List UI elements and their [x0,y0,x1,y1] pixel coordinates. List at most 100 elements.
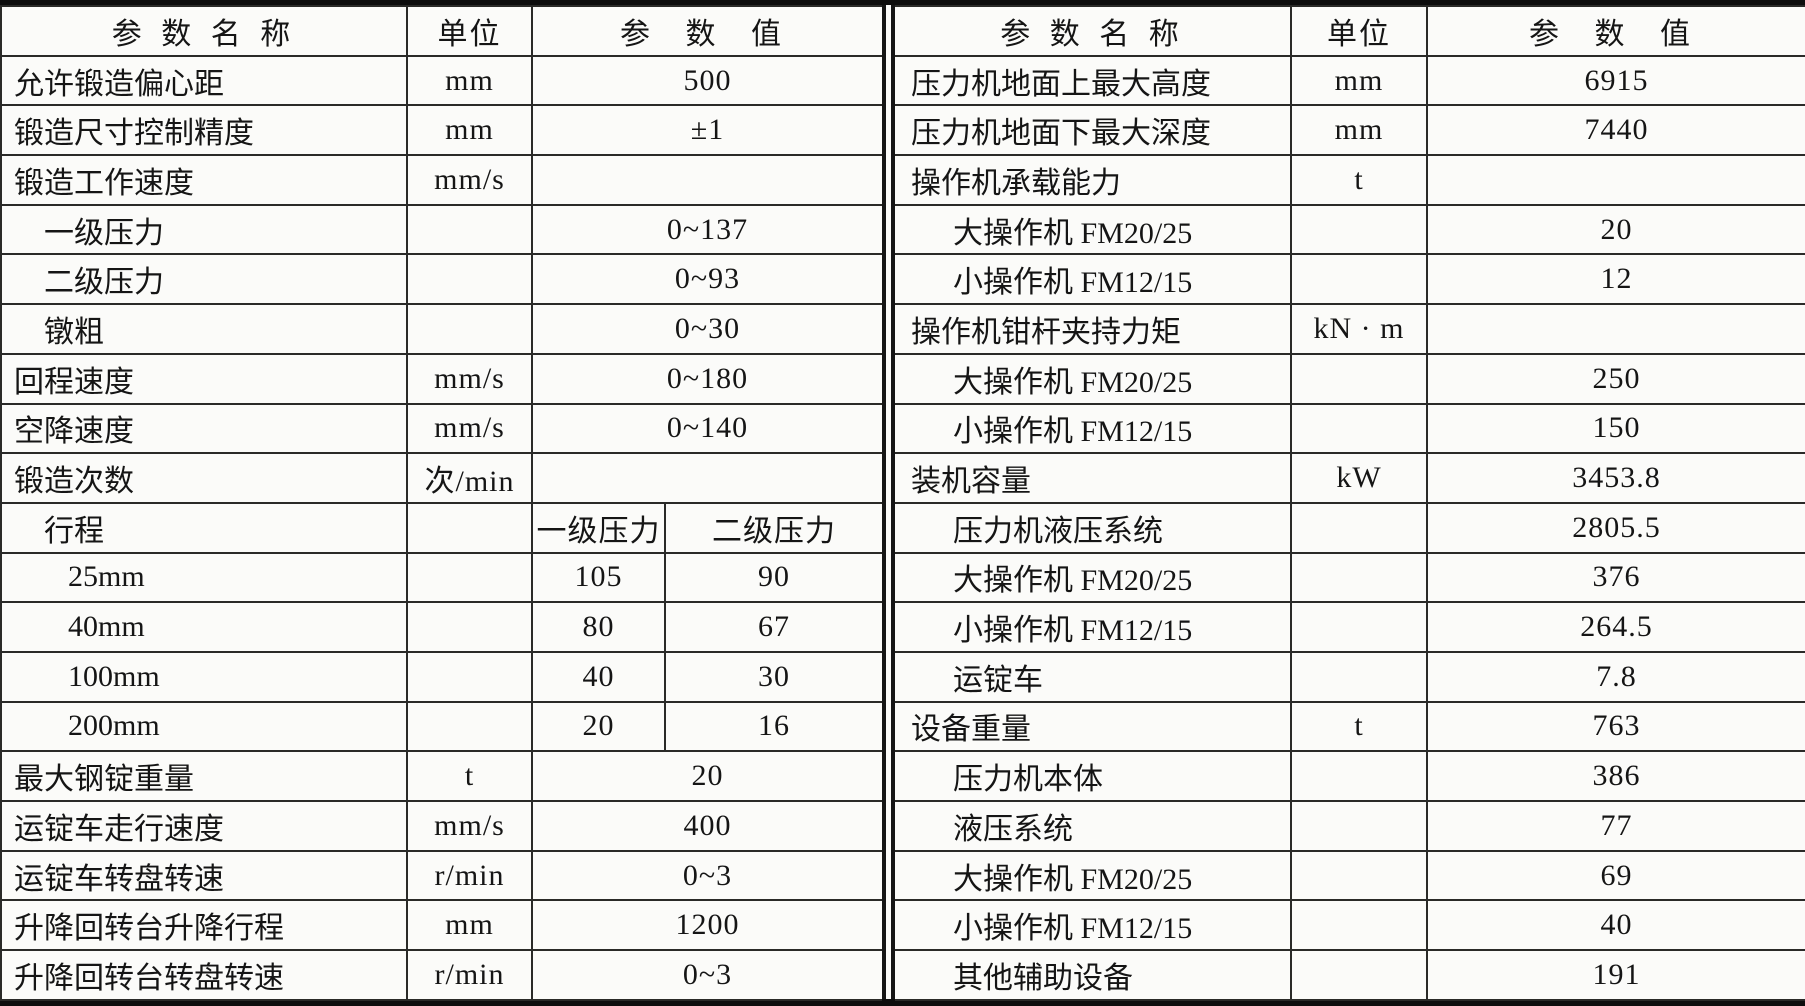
unit-cell [1290,352,1428,405]
col-header-param-name: 参 数 名 称 [895,5,1292,57]
param-name-cell: 行程 [0,501,408,554]
value-cell: 7440 [1426,104,1805,157]
unit-cell: t [1290,154,1428,206]
param-name-cell: 允许锻造偏心距 [0,54,408,107]
unit-cell [1290,402,1428,455]
value-cell: 80 [531,601,666,653]
value-cell: 0~140 [531,402,882,455]
param-name-cell: 镦粗 [0,303,408,355]
value-cell: 1200 [531,899,882,952]
table-row: 升降回转台转盘转速 r/min 0~3 [0,949,882,1001]
unit-cell: mm/s [406,352,533,405]
table-row: 大操作机 FM20/25 250 [895,352,1805,405]
param-name-cell: 100mm [0,650,408,703]
value-cell: 763 [1426,700,1805,753]
param-name-cell: 40mm [0,601,408,653]
table-row: 小操作机 FM12/15 150 [895,402,1805,455]
param-name-cell: 升降回转台转盘转速 [0,949,408,1001]
table-row: 锻造工作速度 mm/s [0,154,882,206]
unit-cell [1290,601,1428,653]
header-row: 参 数 名 称 单位 参 数 值 [0,5,882,57]
value-cell [531,452,882,504]
value-cell: 6915 [1426,54,1805,107]
param-name-cell: 锻造次数 [0,452,408,504]
param-name-cell: 运锭车走行速度 [0,800,408,852]
table-row: 小操作机 FM12/15 40 [895,899,1805,952]
unit-cell: mm/s [406,402,533,455]
value-cell: 400 [531,800,882,852]
value-cell: 500 [531,54,882,107]
table-row: 运锭车转盘转速 r/min 0~3 [0,849,882,902]
table-row: 操作机承载能力 t [895,154,1805,206]
unit-cell [1290,203,1428,256]
value-cell: 264.5 [1426,601,1805,653]
left-spec-table: 参 数 名 称 单位 参 数 值 允许锻造偏心距 mm 500 锻造尺寸控制精度 mm ±… [0,5,882,1001]
unit-cell: kN · m [1290,303,1428,355]
table-row: 最大钢锭重量 t 20 [0,750,882,802]
table-row: 40mm 80 67 [0,601,882,653]
param-name-cell: 压力机液压系统 [895,501,1292,554]
param-name-cell: 最大钢锭重量 [0,750,408,802]
unit-cell [1290,253,1428,306]
table-row: 锻造次数 次/min [0,452,882,504]
col-header-param-value: 参 数 值 [531,5,882,57]
unit-cell [1290,849,1428,902]
unit-cell [406,253,533,306]
unit-cell [406,501,533,554]
table-row: 升降回转台升降行程 mm 1200 [0,899,882,952]
param-name-cell: 回程速度 [0,352,408,405]
table-divider [882,5,895,999]
param-name-cell: 运锭车 [895,650,1292,703]
col-header-param-name: 参 数 名 称 [0,5,408,57]
param-name-cell: 操作机钳杆夹持力矩 [895,303,1292,355]
param-name-cell: 锻造工作速度 [0,154,408,206]
table-row: 液压系统 77 [895,800,1805,852]
value-cell: 40 [1426,899,1805,952]
value-cell: 40 [531,650,666,703]
table-row: 回程速度 mm/s 0~180 [0,352,882,405]
table-row: 大操作机 FM20/25 20 [895,203,1805,256]
value-cell: 7.8 [1426,650,1805,703]
value-cell: 20 [531,700,666,753]
value-cell [531,154,882,206]
table-row: 锻造尺寸控制精度 mm ±1 [0,104,882,157]
param-name-cell: 二级压力 [0,253,408,306]
table-row: 一级压力 0~137 [0,203,882,256]
param-name-cell: 锻造尺寸控制精度 [0,104,408,157]
unit-cell [1290,899,1428,952]
value-cell: 12 [1426,253,1805,306]
unit-cell [1290,800,1428,852]
value-cell: 105 [531,551,666,604]
left-table-body: 允许锻造偏心距 mm 500 锻造尺寸控制精度 mm ±1 锻造工作速度 mm/s 一级压力 0~… [0,54,882,1001]
table-row: 二级压力 0~93 [0,253,882,306]
param-name-cell: 操作机承载能力 [895,154,1292,206]
unit-cell [406,700,533,753]
unit-cell: mm [406,54,533,107]
table-row: 允许锻造偏心距 mm 500 [0,54,882,107]
table-row: 100mm 40 30 [0,650,882,703]
value-cell: 0~30 [531,303,882,355]
table-row: 小操作机 FM12/15 264.5 [895,601,1805,653]
table-row: 其他辅助设备 191 [895,949,1805,1001]
value-cell: 69 [1426,849,1805,902]
value-cell: 一级压力 [531,501,666,554]
param-name-cell: 一级压力 [0,203,408,256]
value-cell [1426,154,1805,206]
unit-cell: mm [406,899,533,952]
value-cell: 30 [664,650,882,703]
unit-cell [1290,750,1428,802]
unit-cell: mm [1290,104,1428,157]
col-header-unit: 单位 [1290,5,1428,57]
value-cell [1426,303,1805,355]
table-row: 大操作机 FM20/25 69 [895,849,1805,902]
table-row: 镦粗 0~30 [0,303,882,355]
value-cell: 0~3 [531,849,882,902]
value-cell: ±1 [531,104,882,157]
unit-cell: mm [1290,54,1428,107]
table-row: 空降速度 mm/s 0~140 [0,402,882,455]
unit-cell [406,601,533,653]
unit-cell: mm/s [406,800,533,852]
table-row: 设备重量 t 763 [895,700,1805,753]
param-name-cell: 大操作机 FM20/25 [895,849,1292,902]
unit-cell [406,650,533,703]
